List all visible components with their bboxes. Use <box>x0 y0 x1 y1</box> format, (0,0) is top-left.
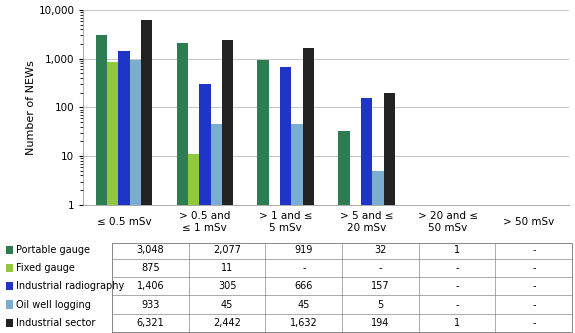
Bar <box>465 205 476 333</box>
Text: > 1 and ≤
5 mSv: > 1 and ≤ 5 mSv <box>259 211 313 233</box>
Text: -: - <box>455 281 459 291</box>
Bar <box>373 171 384 333</box>
Text: 45: 45 <box>221 300 233 310</box>
Text: -: - <box>532 300 535 310</box>
Bar <box>361 98 373 333</box>
Text: 1,632: 1,632 <box>290 318 317 328</box>
Bar <box>6 319 13 327</box>
Text: -: - <box>532 281 535 291</box>
Bar <box>339 132 350 333</box>
Bar <box>141 20 152 333</box>
Text: -: - <box>302 263 305 273</box>
Text: Portable gauge: Portable gauge <box>16 245 90 255</box>
Bar <box>292 124 303 333</box>
Bar <box>280 67 292 333</box>
Text: 2,077: 2,077 <box>213 245 241 255</box>
Text: -: - <box>379 263 382 273</box>
Bar <box>129 60 141 333</box>
Text: 11: 11 <box>221 263 233 273</box>
Bar <box>95 35 107 333</box>
Bar <box>177 43 188 333</box>
Text: 933: 933 <box>141 300 160 310</box>
Text: 3,048: 3,048 <box>137 245 164 255</box>
Text: -: - <box>532 263 535 273</box>
Text: 5: 5 <box>377 300 384 310</box>
Text: > 50 mSv: > 50 mSv <box>503 217 554 227</box>
Bar <box>6 300 13 309</box>
Text: 666: 666 <box>294 281 313 291</box>
Bar <box>222 40 233 333</box>
Text: Fixed gauge: Fixed gauge <box>16 263 75 273</box>
Text: 157: 157 <box>371 281 390 291</box>
Text: -: - <box>532 318 535 328</box>
Text: 1: 1 <box>454 245 460 255</box>
Bar <box>303 48 314 333</box>
Bar <box>118 52 129 333</box>
Bar <box>6 245 13 254</box>
Bar <box>112 243 572 332</box>
Text: ≤ 0.5 mSv: ≤ 0.5 mSv <box>97 217 151 227</box>
Bar <box>188 154 199 333</box>
Text: 919: 919 <box>294 245 313 255</box>
Text: 875: 875 <box>141 263 160 273</box>
Text: Oil well logging: Oil well logging <box>16 300 91 310</box>
Text: -: - <box>455 263 459 273</box>
Bar <box>6 282 13 290</box>
Text: 1,406: 1,406 <box>137 281 164 291</box>
Text: 6,321: 6,321 <box>137 318 164 328</box>
Text: 305: 305 <box>218 281 236 291</box>
Bar <box>210 124 222 333</box>
Bar <box>6 264 13 272</box>
Text: -: - <box>532 245 535 255</box>
Text: > 0.5 and
≤ 1 mSv: > 0.5 and ≤ 1 mSv <box>179 211 231 233</box>
Y-axis label: Number of NEWs: Number of NEWs <box>25 60 36 155</box>
Text: > 20 and ≤
50 mSv: > 20 and ≤ 50 mSv <box>418 211 478 233</box>
Bar <box>258 61 269 333</box>
Text: > 5 and ≤
20 mSv: > 5 and ≤ 20 mSv <box>340 211 393 233</box>
Text: 194: 194 <box>371 318 390 328</box>
Bar <box>0 243 112 332</box>
Bar <box>384 93 395 333</box>
Text: 32: 32 <box>374 245 386 255</box>
Bar <box>419 205 431 333</box>
Text: Industrial sector: Industrial sector <box>16 318 95 328</box>
Text: Industrial radiography: Industrial radiography <box>16 281 124 291</box>
Bar <box>107 62 118 333</box>
Text: -: - <box>455 300 459 310</box>
Text: 45: 45 <box>298 300 310 310</box>
Text: 1: 1 <box>454 318 460 328</box>
Text: 2,442: 2,442 <box>213 318 241 328</box>
Bar <box>199 84 210 333</box>
